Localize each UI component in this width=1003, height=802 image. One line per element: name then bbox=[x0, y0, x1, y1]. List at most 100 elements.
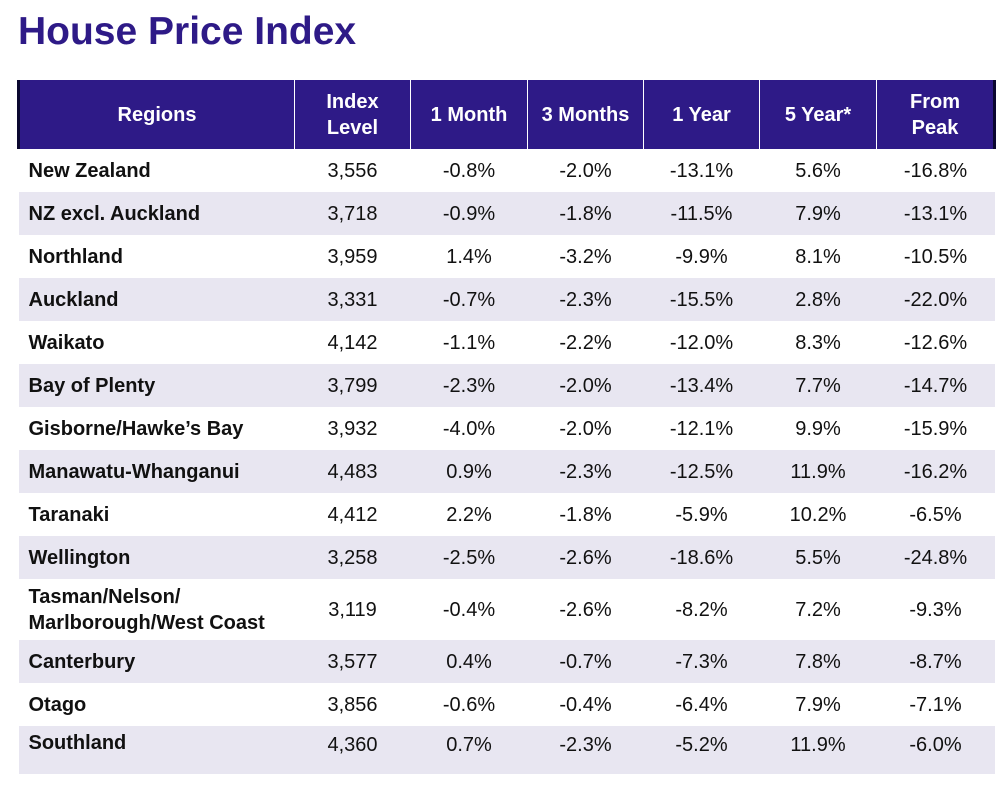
from-peak-cell: -14.7% bbox=[876, 364, 995, 407]
house-price-index-table: Regions Index Level 1 Month 3 Months 1 Y… bbox=[17, 80, 996, 774]
five-year-cell: 7.8% bbox=[759, 640, 877, 683]
from-peak-cell: -8.7% bbox=[876, 640, 995, 683]
index-level-cell: 4,142 bbox=[327, 331, 378, 354]
index-level-cell: 3,258 bbox=[294, 536, 411, 579]
index-level-cell: 3,799 bbox=[294, 364, 411, 407]
three-months-cell: -2.0% bbox=[527, 364, 644, 407]
five-year-cell: 10.2% bbox=[789, 503, 847, 526]
table-row: Wellington 3,258 -2.5% -2.6% -18.6% 5.5%… bbox=[18, 536, 995, 579]
from-peak-cell: -7.1% bbox=[909, 693, 962, 716]
one-year-cell: -11.5% bbox=[643, 192, 760, 235]
one-year-cell: -13.1% bbox=[669, 159, 734, 182]
header-from-peak-line1: From bbox=[910, 90, 960, 113]
table-row: Auckland 3,331 -0.7% -2.3% -15.5% 2.8% -… bbox=[18, 278, 995, 321]
table-row: Northland 3,959 1.4% -3.2% -9.9% 8.1% -1… bbox=[19, 235, 995, 278]
index-level-cell: 4,483 bbox=[294, 450, 411, 493]
region-cell: New Zealand bbox=[28, 159, 151, 182]
one-month-cell: -2.5% bbox=[410, 536, 528, 579]
region-cell: Otago bbox=[28, 693, 87, 716]
header-index-level: Index Level bbox=[294, 80, 411, 149]
one-month-cell: 2.2% bbox=[446, 503, 492, 526]
from-peak-cell: -22.0% bbox=[876, 278, 995, 321]
one-month-cell: 1.4% bbox=[446, 245, 492, 268]
region-cell: Auckland bbox=[18, 278, 295, 321]
table-row: Gisborne/Hawke’s Bay 3,932 -4.0% -2.0% -… bbox=[19, 407, 995, 450]
index-level-cell: 3,119 bbox=[328, 598, 377, 621]
one-year-cell: -6.4% bbox=[675, 693, 728, 716]
region-line-2: Marlborough/West Coast bbox=[28, 611, 265, 634]
region-cell: Gisborne/Hawke’s Bay bbox=[28, 417, 244, 440]
header-index-level-line2: Level bbox=[326, 116, 379, 139]
table-row: Bay of Plenty 3,799 -2.3% -2.0% -13.4% 7… bbox=[18, 364, 995, 407]
region-cell: Manawatu-Whanganui bbox=[18, 450, 295, 493]
three-months-cell: -2.2% bbox=[559, 331, 612, 354]
three-months-cell: -2.0% bbox=[559, 417, 612, 440]
one-month-cell: -0.4% bbox=[442, 598, 496, 621]
region-cell: Wellington bbox=[18, 536, 295, 579]
from-peak-cell: -9.3% bbox=[909, 598, 962, 621]
three-months-cell: -2.3% bbox=[527, 726, 644, 774]
header-from-peak: From Peak bbox=[876, 80, 996, 149]
index-level-cell: 3,718 bbox=[294, 192, 411, 235]
from-peak-cell: -6.5% bbox=[909, 503, 962, 526]
five-year-cell: 7.9% bbox=[759, 192, 877, 235]
index-level-cell: 3,856 bbox=[327, 693, 378, 716]
one-month-cell: -2.3% bbox=[410, 364, 528, 407]
one-year-cell: -5.2% bbox=[643, 726, 760, 774]
one-year-cell: -12.0% bbox=[669, 331, 734, 354]
three-months-cell: -2.3% bbox=[527, 278, 644, 321]
five-year-cell: 9.9% bbox=[795, 417, 841, 440]
one-month-cell: -0.6% bbox=[442, 693, 496, 716]
three-months-cell: -2.0% bbox=[559, 159, 612, 182]
one-year-cell: -8.2% bbox=[675, 598, 728, 621]
one-year-cell: -12.5% bbox=[643, 450, 760, 493]
header-1-month: 1 Month bbox=[410, 80, 528, 149]
region-cell: Southland bbox=[18, 726, 295, 774]
one-year-cell: -15.5% bbox=[643, 278, 760, 321]
header-row: Regions Index Level 1 Month 3 Months 1 Y… bbox=[17, 80, 996, 149]
from-peak-cell: -24.8% bbox=[876, 536, 995, 579]
index-level-cell: 3,331 bbox=[294, 278, 411, 321]
five-year-cell: 11.9% bbox=[759, 450, 877, 493]
one-year-cell: -13.4% bbox=[643, 364, 760, 407]
one-month-cell: -4.0% bbox=[442, 417, 496, 440]
table-row: Canterbury 3,577 0.4% -0.7% -7.3% 7.8% -… bbox=[18, 640, 995, 683]
table-row: Manawatu-Whanganui 4,483 0.9% -2.3% -12.… bbox=[18, 450, 995, 493]
one-month-cell: -0.7% bbox=[410, 278, 528, 321]
from-peak-cell: -13.1% bbox=[876, 192, 995, 235]
table-row: NZ excl. Auckland 3,718 -0.9% -1.8% -11.… bbox=[18, 192, 995, 235]
five-year-cell: 11.9% bbox=[759, 726, 877, 774]
five-year-cell: 7.2% bbox=[795, 598, 841, 621]
one-year-cell: -5.9% bbox=[675, 503, 728, 526]
one-month-cell: -1.1% bbox=[442, 331, 496, 354]
header-5-year: 5 Year* bbox=[759, 80, 877, 149]
three-months-cell: -1.8% bbox=[559, 503, 612, 526]
region-cell: Waikato bbox=[28, 331, 105, 354]
three-months-cell: -3.2% bbox=[559, 245, 612, 268]
table-row: New Zealand 3,556 -0.8% -2.0% -13.1% 5.6… bbox=[19, 149, 995, 192]
header-from-peak-line2: Peak bbox=[911, 116, 959, 139]
five-year-cell: 2.8% bbox=[759, 278, 877, 321]
five-year-cell: 7.7% bbox=[759, 364, 877, 407]
from-peak-cell: -6.0% bbox=[876, 726, 995, 774]
index-level-cell: 3,577 bbox=[294, 640, 411, 683]
region-cell: Taranaki bbox=[28, 503, 110, 526]
index-level-cell: 4,412 bbox=[327, 503, 378, 526]
from-peak-cell: -16.2% bbox=[876, 450, 995, 493]
index-level-cell: 3,932 bbox=[327, 417, 378, 440]
one-year-cell: -7.3% bbox=[643, 640, 760, 683]
region-cell: Bay of Plenty bbox=[18, 364, 295, 407]
five-year-cell: 8.3% bbox=[795, 331, 841, 354]
region-cell: Canterbury bbox=[18, 640, 295, 683]
index-level-cell: 4,360 bbox=[294, 726, 411, 774]
one-year-cell: -12.1% bbox=[669, 417, 734, 440]
three-months-cell: -1.8% bbox=[527, 192, 644, 235]
region-cell: Tasman/Nelson/ Marlborough/West Coast bbox=[19, 579, 295, 640]
table-body: New Zealand 3,556 -0.8% -2.0% -13.1% 5.6… bbox=[18, 149, 995, 774]
one-year-cell: -9.9% bbox=[675, 245, 728, 268]
table-row: Tasman/Nelson/ Marlborough/West Coast 3,… bbox=[19, 579, 995, 640]
header-3-months: 3 Months bbox=[527, 80, 644, 149]
header-1-year: 1 Year bbox=[643, 80, 760, 149]
one-month-cell: 0.7% bbox=[410, 726, 528, 774]
region-cell: NZ excl. Auckland bbox=[18, 192, 295, 235]
